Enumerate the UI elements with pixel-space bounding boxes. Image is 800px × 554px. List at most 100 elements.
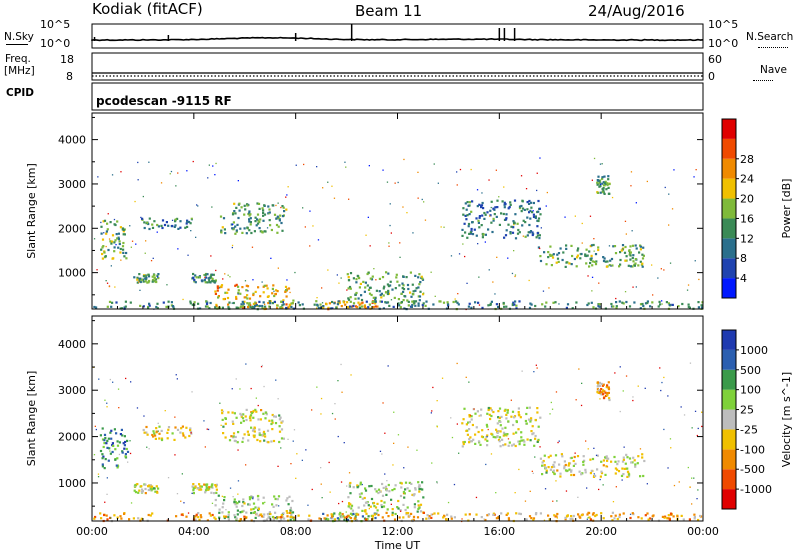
velocity-scatter-cell bbox=[637, 385, 639, 387]
velocity-cell bbox=[528, 406, 531, 409]
power-scatter-cell bbox=[635, 202, 637, 204]
velocity-cell bbox=[498, 407, 502, 410]
velocity-cell bbox=[636, 462, 639, 465]
velocity-scatter-cell bbox=[555, 480, 557, 482]
power-cell bbox=[571, 307, 574, 310]
velocity-cell bbox=[376, 509, 379, 512]
velocity-cell bbox=[338, 518, 341, 521]
velocity-cell bbox=[651, 515, 654, 518]
velocity-cell bbox=[155, 485, 158, 488]
power-scatter-cell bbox=[144, 252, 146, 254]
velocity-cell bbox=[380, 504, 383, 507]
velocity-scatter-cell bbox=[164, 410, 166, 412]
velocity-cell bbox=[274, 497, 277, 501]
velocity-cell bbox=[437, 512, 440, 515]
velocity-cell bbox=[285, 499, 288, 502]
power-cell bbox=[357, 301, 360, 304]
power-scatter-cell bbox=[456, 184, 458, 186]
power-cell bbox=[115, 233, 118, 236]
power-scatter-cell bbox=[520, 175, 523, 177]
power-cell bbox=[190, 217, 193, 220]
velocity-cell bbox=[103, 439, 106, 442]
velocity-cell bbox=[126, 439, 129, 442]
power-cell bbox=[612, 245, 615, 248]
velocity-scatter-cell bbox=[602, 484, 604, 486]
velocity-cell bbox=[278, 425, 281, 428]
power-cell bbox=[357, 297, 360, 300]
power-cell bbox=[189, 302, 192, 305]
velocity-cell bbox=[233, 498, 236, 501]
velocity-cell bbox=[173, 438, 176, 441]
noise-left-tick-bottom: 10^0 bbox=[40, 37, 71, 50]
velocity-cell bbox=[141, 488, 144, 491]
velocity-cell bbox=[123, 444, 126, 447]
velocity-scatter-cell bbox=[667, 395, 669, 397]
power-scatter-cell bbox=[134, 200, 136, 203]
power-cell bbox=[226, 296, 230, 300]
power-cell bbox=[248, 214, 251, 217]
velocity-cell bbox=[208, 487, 211, 490]
power-cell bbox=[530, 303, 533, 306]
velocity-scatter-cell bbox=[606, 466, 609, 468]
velocity-cell bbox=[501, 438, 504, 441]
power-cell bbox=[249, 305, 252, 309]
power-cell bbox=[575, 265, 578, 268]
power-cell bbox=[591, 260, 594, 263]
power-cell bbox=[322, 305, 325, 308]
power-cell bbox=[589, 261, 592, 265]
velocity-cell bbox=[578, 470, 581, 473]
power-cell bbox=[419, 281, 422, 284]
power-cell bbox=[117, 232, 120, 235]
velocity-cell bbox=[248, 503, 251, 506]
power-cell bbox=[407, 304, 410, 307]
velocity-cell bbox=[486, 434, 489, 437]
velocity-cell bbox=[234, 440, 237, 443]
velocity-cell bbox=[195, 513, 198, 516]
velocity-cell bbox=[286, 497, 289, 500]
velocity-cell bbox=[147, 513, 150, 517]
power-cell bbox=[230, 223, 233, 226]
power-cell bbox=[214, 290, 217, 293]
power-cell bbox=[590, 244, 593, 247]
power-cell bbox=[418, 283, 421, 286]
velocity-cell bbox=[503, 409, 506, 412]
power-cell bbox=[371, 300, 374, 303]
velocity-cell bbox=[595, 513, 598, 517]
power-cell bbox=[115, 301, 118, 304]
velocity-cell bbox=[614, 472, 617, 475]
power-scatter-cell bbox=[687, 284, 690, 286]
velocity-cell bbox=[502, 444, 505, 447]
velocity-cell bbox=[361, 509, 364, 512]
power-cell bbox=[110, 242, 113, 245]
velocity-cell bbox=[539, 512, 542, 515]
power-scatter-cell bbox=[251, 246, 254, 248]
velocity-cell bbox=[115, 432, 118, 435]
power-cell bbox=[393, 296, 396, 299]
power-cell bbox=[514, 237, 518, 240]
power-scatter-cell bbox=[522, 235, 524, 237]
velocity-cell bbox=[531, 425, 534, 428]
cpid-panel bbox=[91, 82, 704, 111]
velocity-cell bbox=[511, 410, 515, 413]
power-scatter-cell bbox=[137, 179, 139, 181]
velocity-scatter-cell bbox=[255, 397, 257, 399]
velocity-scatter-cell bbox=[557, 441, 559, 444]
power-cell bbox=[480, 204, 483, 207]
velocity-cell bbox=[205, 486, 208, 490]
velocity-scatter-cell bbox=[549, 413, 551, 415]
velocity-cell bbox=[523, 440, 526, 443]
power-cell bbox=[331, 307, 334, 310]
power-cell bbox=[276, 304, 279, 307]
power-cell bbox=[516, 222, 519, 225]
velocity-cell bbox=[253, 435, 256, 439]
velocity-cell bbox=[254, 408, 257, 411]
power-cell bbox=[382, 294, 385, 297]
velocity-cell bbox=[277, 495, 281, 498]
velocity-cell bbox=[253, 511, 256, 514]
power-cell bbox=[266, 295, 269, 298]
velocity-cell bbox=[154, 437, 157, 440]
velocity-cell bbox=[486, 439, 489, 442]
velocity-cell bbox=[385, 489, 388, 492]
freq-panel bbox=[91, 52, 704, 81]
power-cell bbox=[592, 306, 595, 309]
